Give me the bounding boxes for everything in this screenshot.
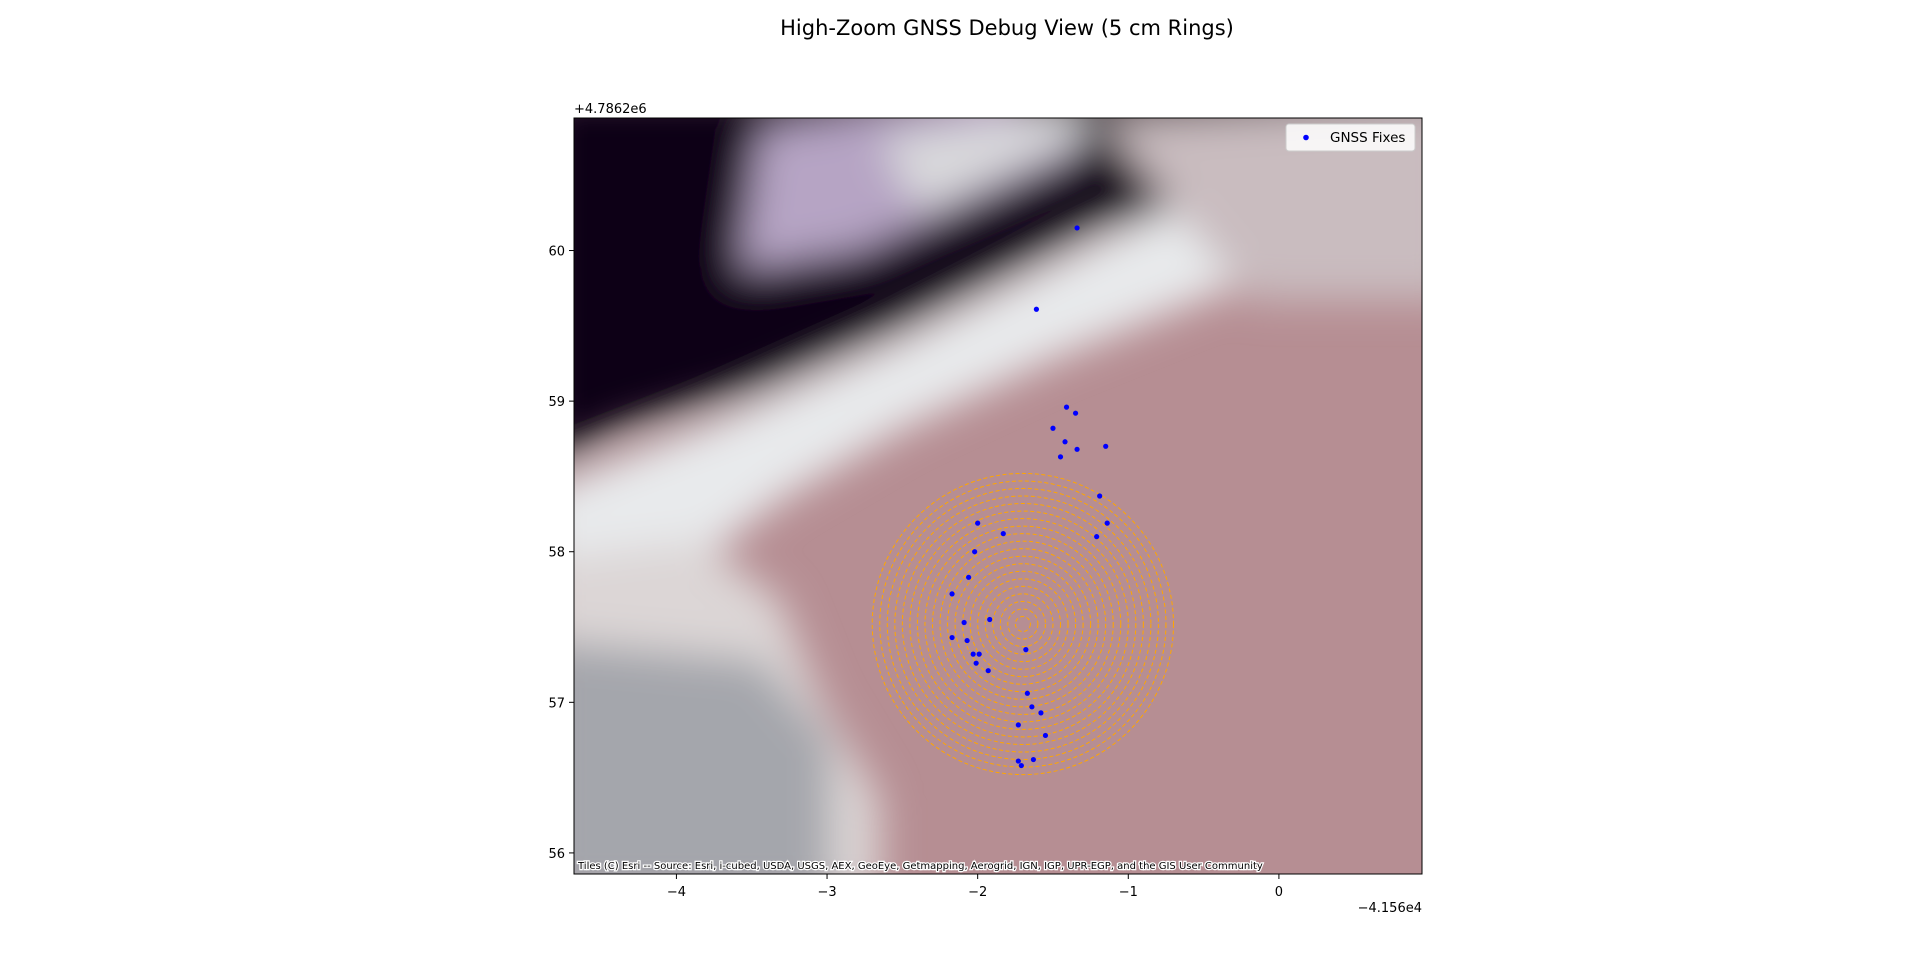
y-tick-label: 58 (548, 546, 565, 561)
gnss-fix-point (1015, 758, 1021, 764)
range-ring (939, 540, 1107, 708)
gnss-fix-point (1030, 756, 1036, 763)
gnss-fix-point (1074, 225, 1080, 231)
x-tick-label: −4 (667, 885, 686, 900)
gnss-fix-point (1038, 710, 1044, 716)
range-ring (909, 510, 1137, 738)
y-axis-ticks: 56 57 58 59 60 (548, 245, 574, 862)
y-offset-label: +4.7862e6 (574, 102, 647, 117)
gnss-fix-point (1018, 762, 1024, 769)
gnss-fix-point (987, 616, 993, 623)
gnss-fix-point (975, 520, 981, 526)
range-ring (992, 593, 1054, 655)
y-tick-label: 60 (548, 245, 565, 260)
gnss-fix-point (964, 637, 970, 644)
range-ring (924, 525, 1122, 723)
basemap-imagery (574, 118, 1422, 874)
y-tick-label: 59 (548, 395, 565, 410)
gnss-fix-point (966, 574, 972, 580)
gnss-fix-point (972, 549, 978, 555)
gnss-fix-point (1104, 520, 1110, 526)
range-ring (977, 578, 1069, 670)
gnss-fix-point (1057, 454, 1064, 460)
gnss-fix-point (1072, 410, 1079, 416)
gnss-fix-point (985, 668, 991, 674)
gnss-fix-point (1029, 704, 1035, 710)
gnss-fix-point (1023, 647, 1029, 653)
chart-title: High-Zoom GNSS Debug View (5 cm Rings) (780, 16, 1234, 40)
legend-label: GNSS Fixes (1330, 130, 1405, 146)
x-tick-label: 0 (1275, 885, 1283, 900)
gnss-fix-point (976, 651, 982, 657)
range-ring (886, 487, 1159, 761)
gnss-fix-point (1063, 404, 1070, 410)
range-ring (931, 533, 1114, 715)
x-axis-ticks: −4 −3 −2 −1 0 (667, 874, 1283, 900)
range-ring (871, 472, 1174, 776)
x-tick-label: −1 (1119, 885, 1138, 900)
axes-frame (573, 117, 1423, 875)
x-offset-label: −4.156e4 (1358, 901, 1422, 916)
range-ring (916, 518, 1129, 730)
gnss-fix-point (1042, 732, 1049, 739)
range-ring (901, 503, 1144, 745)
gnss-fix-point (1033, 306, 1040, 312)
gnss-fix-point (949, 591, 955, 597)
range-ring (984, 585, 1062, 663)
gnss-fix-point (1000, 531, 1006, 537)
gnss-fix-point (961, 619, 967, 626)
gnss-fix-point (1024, 690, 1030, 696)
gnss-fix-point (1074, 446, 1080, 452)
y-tick-label: 57 (548, 696, 565, 711)
gnss-fix-point (973, 660, 979, 666)
gnss-fix-point (1015, 722, 1021, 728)
gnss-fix-point (970, 651, 976, 657)
range-ring (947, 548, 1099, 700)
legend-box (1285, 123, 1416, 152)
gnss-fixes (949, 225, 1110, 769)
range-ring (999, 600, 1046, 648)
gnss-fix-point (1103, 443, 1109, 449)
basemap-attribution: Tiles (C) Esri -- Source: Esri, i-cubed,… (577, 861, 1263, 872)
range-ring (954, 555, 1092, 693)
x-tick-label: −2 (968, 885, 987, 900)
x-tick-label: −3 (817, 885, 836, 900)
gnss-fix-point (1094, 534, 1100, 540)
gnss-fix-point (1050, 425, 1056, 431)
range-ring (1014, 615, 1031, 633)
legend: GNSS Fixes (1285, 123, 1416, 152)
gnss-fix-point (1097, 493, 1103, 499)
gnss-fix-point (1062, 439, 1068, 445)
y-tick-label: 56 (548, 847, 565, 862)
legend-marker (1303, 134, 1309, 141)
range-ring (1007, 608, 1039, 640)
gnss-fix-point (949, 634, 955, 641)
range-ring (894, 495, 1152, 753)
range-ring (969, 570, 1077, 678)
